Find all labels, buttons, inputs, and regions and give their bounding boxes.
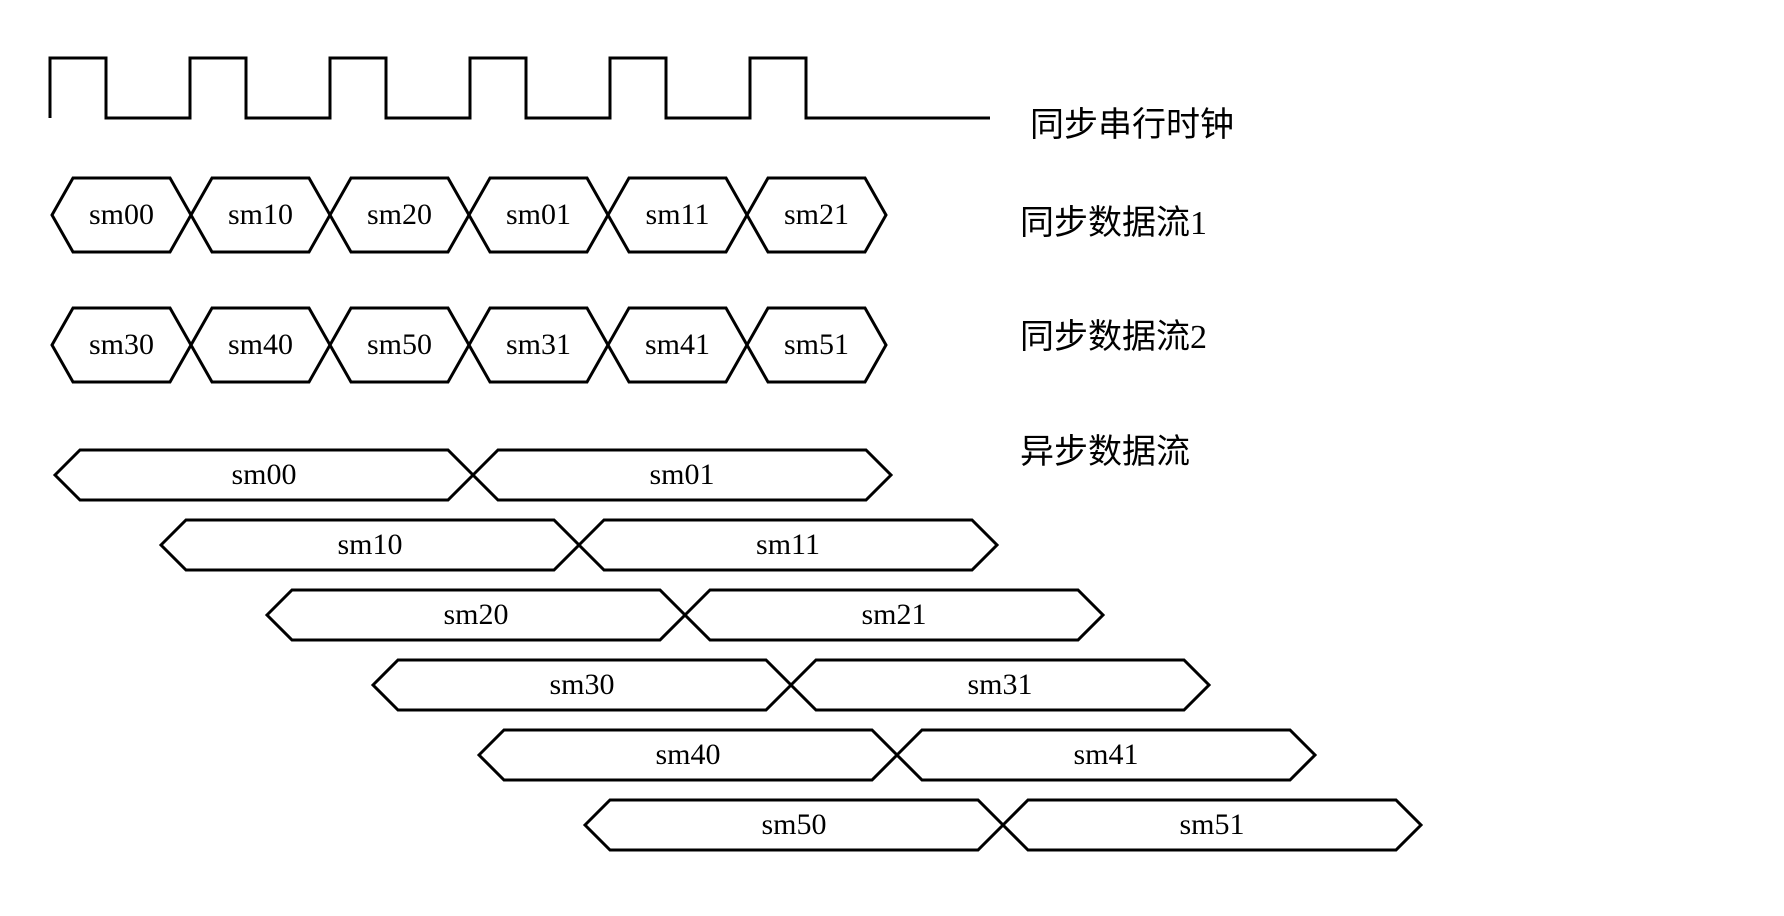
async-row-3 xyxy=(373,660,1209,710)
async-cell-label-0-1: sm01 xyxy=(649,458,714,491)
clock-label: 同步串行时钟 xyxy=(1030,106,1234,144)
sync-cell-label-0-5: sm21 xyxy=(784,198,849,231)
sync-cell-label-1-2: sm50 xyxy=(367,328,432,361)
async-label: 异步数据流 xyxy=(1020,433,1190,471)
async-row-4 xyxy=(479,730,1315,780)
sync-cell-label-1-4: sm41 xyxy=(645,328,710,361)
sync-cell-label-0-4: sm11 xyxy=(646,198,710,231)
async-row-2 xyxy=(267,590,1103,640)
async-cell-label-4-0: sm40 xyxy=(655,738,720,771)
async-cell-label-2-0: sm20 xyxy=(443,598,508,631)
sync-cell-label-0-3: sm01 xyxy=(506,198,571,231)
async-cell-label-3-0: sm30 xyxy=(549,668,614,701)
async-row-0 xyxy=(55,450,891,500)
sync-cell-label-1-0: sm30 xyxy=(89,328,154,361)
async-row-1 xyxy=(161,520,997,570)
sync-cell-label-0-2: sm20 xyxy=(367,198,432,231)
async-cell-label-5-1: sm51 xyxy=(1179,808,1244,841)
async-cell-label-4-1: sm41 xyxy=(1073,738,1138,771)
sync-row-label-1: 同步数据流1 xyxy=(1020,204,1207,242)
async-cell-label-1-0: sm10 xyxy=(337,528,402,561)
sync-cell-label-1-1: sm40 xyxy=(228,328,293,361)
async-row-5 xyxy=(585,800,1421,850)
sync-row-2 xyxy=(52,308,886,382)
sync-row-label-2: 同步数据流2 xyxy=(1020,318,1207,356)
async-cell-label-0-0: sm00 xyxy=(231,458,296,491)
clock-waveform xyxy=(50,58,990,118)
async-cell-label-1-1: sm11 xyxy=(756,528,820,561)
sync-cell-label-1-3: sm31 xyxy=(506,328,571,361)
async-cell-label-3-1: sm31 xyxy=(967,668,1032,701)
sync-cell-label-0-1: sm10 xyxy=(228,198,293,231)
sync-cell-label-0-0: sm00 xyxy=(89,198,154,231)
sync-cell-label-1-5: sm51 xyxy=(784,328,849,361)
async-cell-label-2-1: sm21 xyxy=(861,598,926,631)
async-cell-label-5-0: sm50 xyxy=(761,808,826,841)
sync-row-1 xyxy=(52,178,886,252)
